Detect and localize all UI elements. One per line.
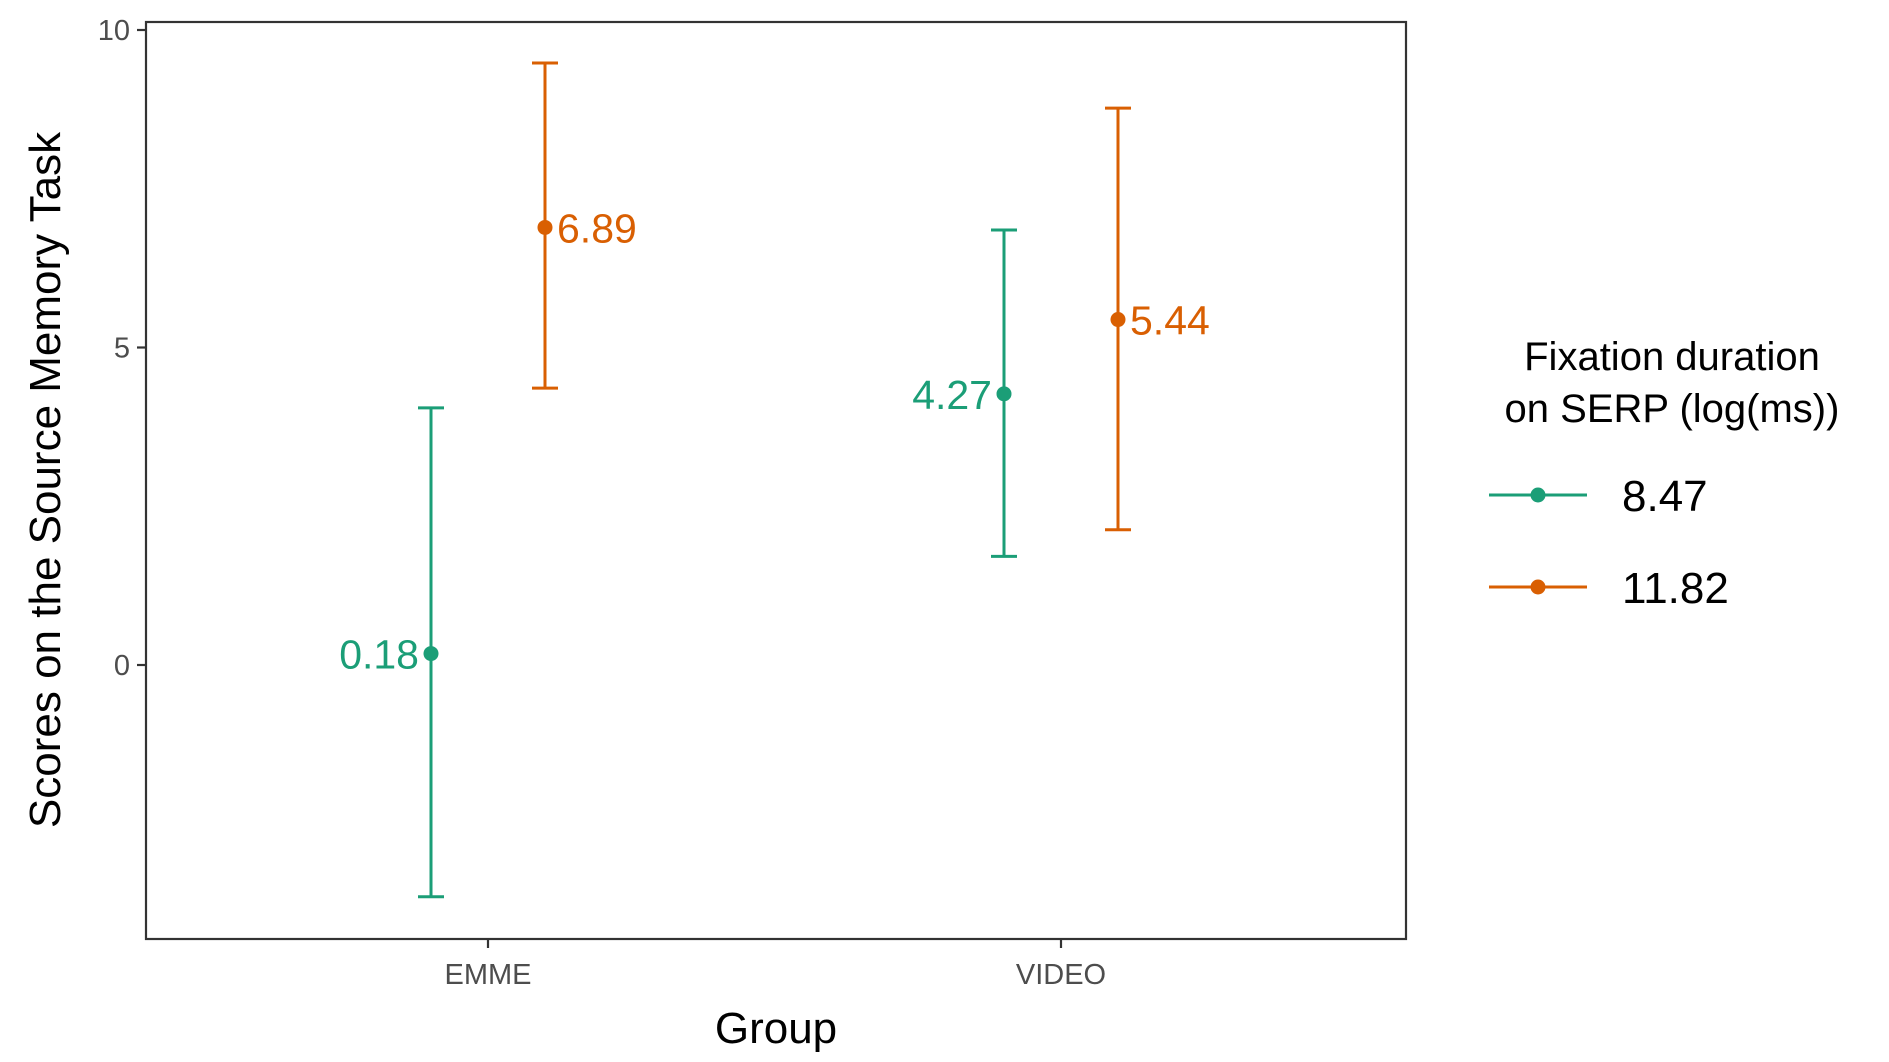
legend-key-point: [1530, 579, 1546, 595]
legend-key: 8.47: [1489, 472, 1708, 521]
errorbar-group: 6.89: [532, 61, 637, 390]
data-label: 4.27: [912, 372, 992, 418]
legend-label: 11.82: [1622, 564, 1729, 613]
data-point: [1110, 312, 1126, 328]
y-axis-title: Scores on the Source Memory Task: [21, 131, 70, 828]
legend-title-line1: Fixation duration: [1524, 335, 1820, 379]
errorbar-group: 4.27: [912, 228, 1017, 558]
y-axis: 0 5 10: [98, 15, 146, 682]
data-point: [537, 219, 553, 235]
x-axis: EMME VIDEO: [445, 939, 1106, 991]
legend-label: 8.47: [1622, 472, 1708, 521]
y-tick-label: 10: [98, 15, 130, 47]
errorbar-group: 5.44: [1105, 106, 1210, 532]
data-point: [996, 386, 1012, 402]
legend-keys: 8.47 11.82: [1489, 472, 1729, 613]
legend: Fixation duration on SERP (log(ms)) 8.47…: [1489, 335, 1839, 613]
legend-key-point: [1530, 487, 1546, 503]
y-tick-label: 5: [114, 333, 130, 365]
plot-marks: 0.18 4.27 6.89 5.44: [339, 61, 1210, 899]
plot-panel-border: [144, 20, 1408, 941]
legend-title-line2: on SERP (log(ms)): [1505, 387, 1840, 431]
data-label: 5.44: [1130, 298, 1210, 344]
data-label: 6.89: [557, 205, 637, 251]
data-point: [423, 646, 439, 662]
x-tick-label: EMME: [445, 959, 532, 991]
x-tick-label: VIDEO: [1016, 959, 1106, 991]
errorbar-group: 0.18: [339, 406, 444, 899]
x-axis-title: Group: [715, 1004, 837, 1053]
data-label: 0.18: [339, 632, 419, 678]
legend-key: 11.82: [1489, 564, 1729, 613]
y-tick-label: 0: [114, 650, 130, 682]
